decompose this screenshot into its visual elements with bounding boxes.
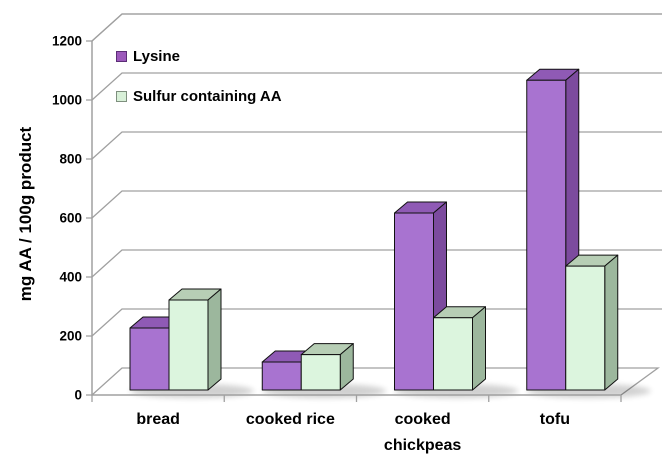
y-tick-label: 800 <box>59 152 82 167</box>
wall-top-edge <box>91 13 662 42</box>
gridline <box>91 249 662 278</box>
y-axis-title: mg AA / 100g product <box>16 126 35 302</box>
category-label: tofu <box>540 411 570 428</box>
legend-item-lysine: Lysine <box>116 47 282 65</box>
lysine-swatch-icon <box>116 50 127 62</box>
category-label: cooked rice <box>246 411 335 428</box>
y-tick-label: 1000 <box>52 93 82 108</box>
floor-outline <box>91 367 660 396</box>
y-tick-label: 600 <box>59 211 82 226</box>
sulfur-swatch-icon <box>116 90 127 102</box>
legend-item-sulfur: Sulfur containing AA <box>116 87 282 105</box>
gridline <box>91 190 662 219</box>
category-label: bread <box>136 411 180 428</box>
category-label: cooked chickpeas <box>384 411 461 454</box>
gridline <box>91 13 662 42</box>
bar-lysine-cooked-chickpeas <box>394 201 447 391</box>
y-tick-label: 400 <box>59 270 82 285</box>
bar-sulfur-cooked-chickpeas <box>433 306 486 391</box>
gridline <box>91 72 662 101</box>
gridline <box>91 131 662 160</box>
y-tick-label: 1200 <box>52 34 82 49</box>
bar-sulfur-bread <box>168 288 222 391</box>
bar-sulfur-cooked-rice <box>300 343 354 391</box>
legend-label-sulfur: Sulfur containing AA <box>133 87 282 105</box>
bar-sulfur-tofu <box>565 254 619 391</box>
y-tick-label: 200 <box>59 329 82 344</box>
y-tick-label: 0 <box>74 388 82 403</box>
legend: Lysine Sulfur containing AA <box>116 47 282 127</box>
legend-label-lysine: Lysine <box>133 47 180 65</box>
